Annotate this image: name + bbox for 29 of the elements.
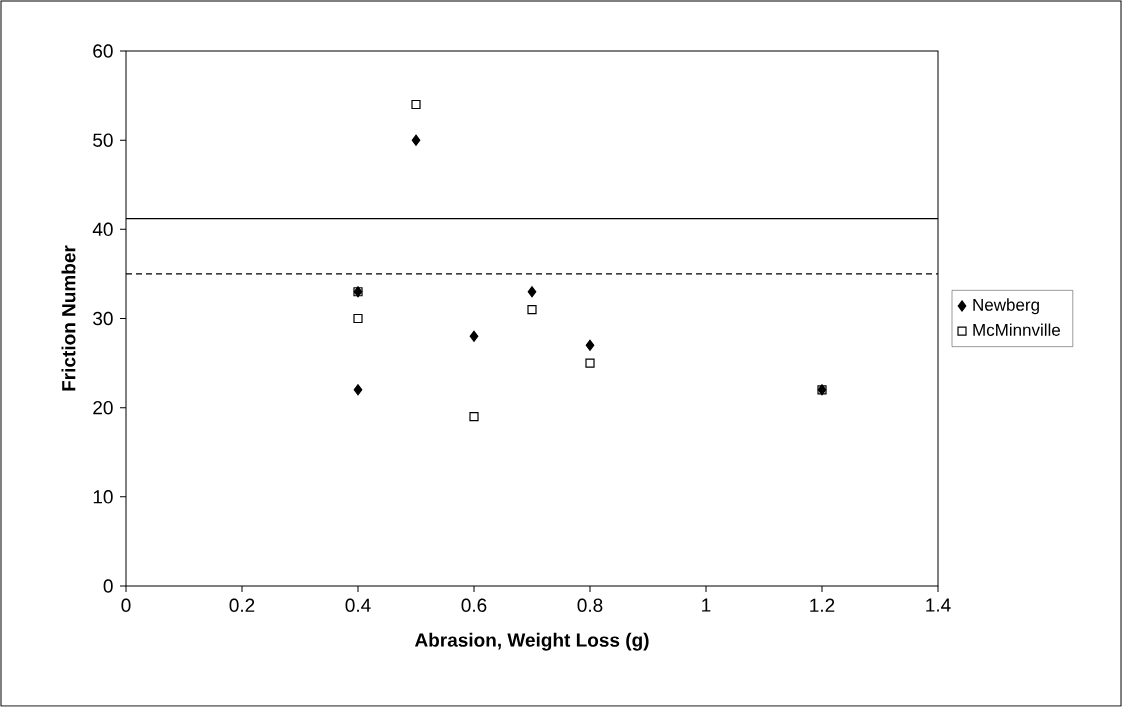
legend-label: Newberg bbox=[973, 298, 1039, 315]
legend-label: McMinnville bbox=[973, 323, 1061, 336]
y-axis-title: Friction Number bbox=[61, 245, 76, 391]
point bbox=[469, 411, 479, 422]
point bbox=[527, 286, 537, 298]
y-tick-label: 0 bbox=[103, 579, 113, 593]
y-tick-label: 20 bbox=[93, 400, 113, 415]
y-tick-label: 10 bbox=[93, 490, 113, 504]
x-tick-label: 0 bbox=[121, 598, 131, 612]
x-tick-label: 0.2 bbox=[229, 598, 255, 612]
x-tick-label: 1.2 bbox=[810, 598, 835, 612]
point bbox=[353, 384, 363, 396]
point bbox=[411, 134, 421, 146]
point bbox=[469, 330, 479, 342]
x-tick-label: 1 bbox=[702, 598, 711, 612]
y-tick-label: 40 bbox=[92, 222, 113, 237]
x-tick-label: 0.4 bbox=[345, 598, 371, 612]
x-tick-label: 0.8 bbox=[577, 598, 603, 612]
y-tick-label: 30 bbox=[93, 311, 113, 326]
point bbox=[411, 99, 421, 110]
y-tick-label: 60 bbox=[93, 44, 113, 58]
point bbox=[527, 304, 537, 315]
x-tick-label: 0.6 bbox=[461, 598, 487, 612]
point bbox=[585, 358, 595, 368]
point bbox=[353, 313, 363, 324]
point bbox=[585, 339, 595, 351]
x-tick-label: 1.4 bbox=[926, 598, 951, 612]
y-tick-label: 50 bbox=[93, 133, 113, 147]
x-axis-title: Abrasion, Weight Loss (g) bbox=[414, 632, 649, 651]
